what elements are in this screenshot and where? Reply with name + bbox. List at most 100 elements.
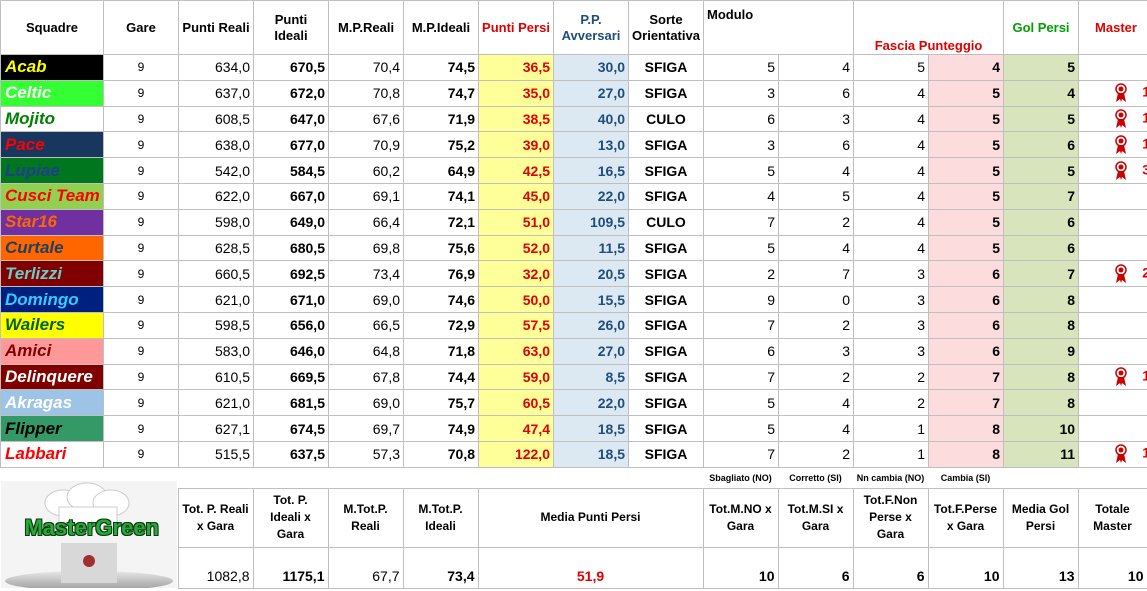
cell-gol: 7 bbox=[1003, 182, 1080, 210]
logo-cell: MasterGreen bbox=[0, 468, 178, 589]
cell-master: 2 bbox=[1078, 260, 1147, 288]
cell-pr: 610,5 bbox=[178, 363, 254, 391]
label-media-pp: Media Punti Persi bbox=[477, 487, 704, 548]
cell-fascia: 5 bbox=[927, 182, 1005, 210]
cell-sorte: SFIGA bbox=[628, 54, 704, 81]
cell-m2: 4 bbox=[778, 389, 854, 417]
cell-master: 1 bbox=[1078, 440, 1147, 468]
cell-gol: 8 bbox=[1003, 363, 1080, 391]
table-row: Pace 9 638,0 677,0 70,9 75,2 39,0 13,0 SFIGA 3 6 4 5… bbox=[0, 131, 1147, 159]
cell-master: 1 bbox=[1078, 79, 1147, 107]
logo-text: MasterGreen bbox=[24, 515, 159, 540]
cell-gare: 9 bbox=[103, 54, 179, 81]
cell-pi: 646,0 bbox=[253, 337, 329, 365]
team-name: Flipper bbox=[0, 415, 104, 442]
cell-ppa: 16,5 bbox=[553, 157, 629, 184]
cell-master: 1 bbox=[1078, 363, 1147, 391]
cell-gare: 9 bbox=[103, 208, 179, 236]
totals-label-row: Tot. P. Reali x Gara Tot. P. Ideali x Ga… bbox=[0, 487, 1147, 548]
cell-mpr: 69,8 bbox=[328, 234, 404, 262]
cell-ppa: 13,0 bbox=[553, 131, 629, 159]
cell-fascia: 8 bbox=[927, 415, 1005, 442]
table-row: Akragas 9 621,0 681,5 69,0 75,7 60,5 22,0 SFIGA 5… bbox=[0, 389, 1147, 417]
cell-gare: 9 bbox=[103, 79, 179, 107]
table-row: Celtic 9 637,0 672,0 70,8 74,7 35,0 27,0 SFIGA 3 6… bbox=[0, 79, 1147, 107]
cell-fascia: 8 bbox=[927, 440, 1005, 468]
cell-mpi: 74,7 bbox=[403, 79, 479, 107]
cell-ppa: 18,5 bbox=[553, 415, 629, 442]
cell-sorte: SFIGA bbox=[628, 182, 704, 210]
cell-pr: 634,0 bbox=[178, 54, 254, 81]
cell-fascia: 5 bbox=[927, 131, 1005, 159]
cell-m1: 6 bbox=[703, 337, 779, 365]
cell-gare: 9 bbox=[103, 440, 179, 468]
cell-mpi: 75,7 bbox=[403, 389, 479, 417]
sub-header-cambia: Cambia (SI) bbox=[940, 472, 991, 483]
cell-m1: 5 bbox=[703, 157, 779, 184]
cell-mpr: 73,4 bbox=[328, 260, 404, 288]
cell-mpr: 69,7 bbox=[328, 415, 404, 442]
cell-gare: 9 bbox=[103, 260, 179, 288]
cell-mpr: 69,0 bbox=[328, 286, 404, 313]
cell-fascia: 7 bbox=[927, 389, 1005, 417]
medal-icon bbox=[1115, 367, 1127, 386]
table-row: Domingo 9 621,0 671,0 69,0 74,6 50,0 15,5 SFIGA 9… bbox=[0, 286, 1147, 313]
cell-m2: 4 bbox=[778, 234, 854, 262]
cell-m2: 4 bbox=[778, 415, 854, 442]
table-row: Labbari 9 515,5 637,5 57,3 70,8 122,0 18,5 SFIGA… bbox=[0, 440, 1147, 468]
cell-master bbox=[1078, 54, 1147, 81]
label-media-gol: Media Gol Persi bbox=[1002, 487, 1079, 548]
cell-gol: 8 bbox=[1003, 389, 1080, 417]
cell-gare: 9 bbox=[103, 389, 179, 417]
value-media-pp: 51,9 bbox=[477, 546, 704, 589]
cell-ppa: 109,5 bbox=[553, 208, 629, 236]
team-name: Mojito bbox=[0, 105, 104, 133]
master-count: 1 bbox=[1142, 110, 1147, 126]
cell-fascia: 5 bbox=[927, 234, 1005, 262]
cell-sorte: SFIGA bbox=[628, 234, 704, 262]
cell-m1: 3 bbox=[703, 79, 779, 107]
cell-pi: 680,5 bbox=[253, 234, 329, 262]
label-mtot-pr: M.Tot.P. Reali bbox=[327, 487, 404, 548]
cell-gol: 5 bbox=[1003, 157, 1080, 184]
team-name: Curtale bbox=[0, 234, 104, 262]
header-sorte: Sorte Orientativa bbox=[628, 0, 704, 55]
cell-fascia: 5 bbox=[927, 105, 1005, 133]
cell-m1: 4 bbox=[703, 182, 779, 210]
cell-master bbox=[1078, 311, 1147, 339]
cell-m1: 5 bbox=[703, 234, 779, 262]
cell-pp: 36,5 bbox=[478, 54, 554, 81]
team-name: Akragas bbox=[0, 389, 104, 417]
value-mtot-pi: 73,4 bbox=[402, 546, 479, 589]
cell-gol: 6 bbox=[1003, 208, 1080, 236]
label-tot-fnon: Tot.F.Non Perse x Gara bbox=[852, 487, 929, 548]
cell-gol: 8 bbox=[1003, 311, 1080, 339]
team-name: Terlizzi bbox=[0, 260, 104, 288]
cell-gare: 9 bbox=[103, 234, 179, 262]
cell-m1: 6 bbox=[703, 105, 779, 133]
cell-m3: 4 bbox=[853, 182, 929, 210]
cell-m3: 3 bbox=[853, 337, 929, 365]
cell-pr: 598,5 bbox=[178, 311, 254, 339]
cell-pp: 122,0 bbox=[478, 440, 554, 468]
cell-master: 1 bbox=[1078, 131, 1147, 159]
cell-pi: 692,5 bbox=[253, 260, 329, 288]
team-name: Lupiae bbox=[0, 157, 104, 184]
cell-pi: 669,5 bbox=[253, 363, 329, 391]
cell-pp: 38,5 bbox=[478, 105, 554, 133]
cell-gare: 9 bbox=[103, 311, 179, 339]
cell-ppa: 8,5 bbox=[553, 363, 629, 391]
cell-m1: 7 bbox=[703, 363, 779, 391]
cell-m2: 4 bbox=[778, 157, 854, 184]
table-row: Flipper 9 627,1 674,5 69,7 74,9 47,4 18,5 SFIGA 5… bbox=[0, 415, 1147, 442]
cell-gol: 10 bbox=[1003, 415, 1080, 442]
cell-pr: 608,5 bbox=[178, 105, 254, 133]
cell-sorte: SFIGA bbox=[628, 415, 704, 442]
cell-m3: 3 bbox=[853, 260, 929, 288]
cell-master bbox=[1078, 234, 1147, 262]
cell-gare: 9 bbox=[103, 363, 179, 391]
cell-m3: 4 bbox=[853, 157, 929, 184]
cell-pi: 647,0 bbox=[253, 105, 329, 133]
cell-sorte: SFIGA bbox=[628, 286, 704, 313]
cell-pr: 542,0 bbox=[178, 157, 254, 184]
